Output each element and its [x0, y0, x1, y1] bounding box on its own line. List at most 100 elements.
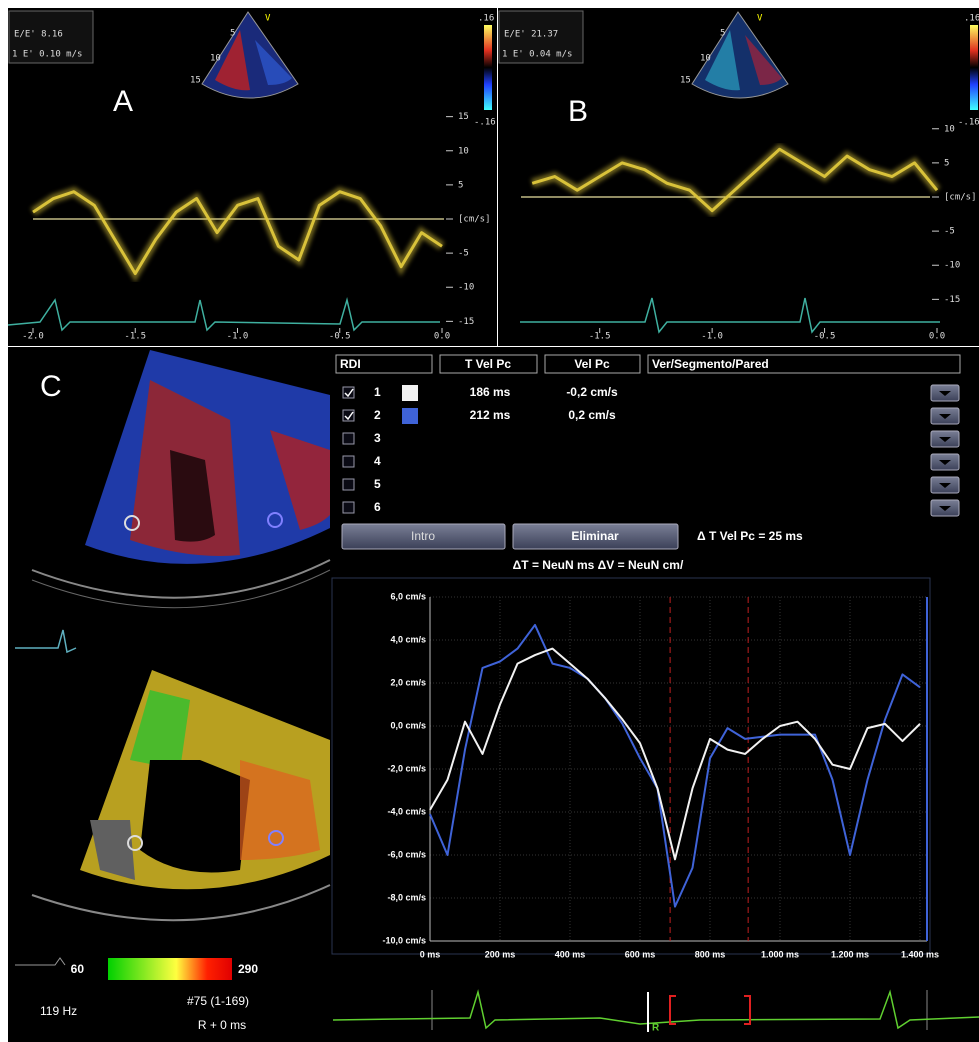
colorbar-min: 60	[71, 962, 85, 976]
button-label[interactable]: Intro	[411, 529, 435, 543]
y-tick-label: -2,0 cm/s	[387, 763, 426, 773]
x-tick-label: -2.0	[22, 332, 44, 342]
y-tick-label: -10	[458, 283, 474, 293]
delta-t: Δ T Vel Pc = 25 ms	[697, 529, 803, 543]
row-id: 5	[374, 477, 381, 491]
scale-bottom: -.16	[958, 118, 979, 128]
x-tick-label: 200 ms	[485, 949, 516, 959]
x-tick-label: -0.5	[814, 332, 836, 342]
row-id: 4	[374, 454, 381, 468]
chart-frame	[331, 577, 931, 955]
y-tick-label: -8,0 cm/s	[387, 892, 426, 902]
frame-rate: 119 Hz	[40, 1004, 77, 1018]
ecg-c	[332, 989, 979, 1032]
row-swatch	[402, 385, 418, 401]
checkbox[interactable]	[342, 501, 355, 514]
dropdown-arrow	[939, 506, 951, 511]
echo-sector-b	[691, 11, 789, 99]
checkmark	[344, 411, 354, 421]
depth: 5	[230, 29, 235, 39]
row-id: 3	[374, 431, 381, 445]
row-id: 1	[374, 385, 381, 399]
doppler-trace	[531, 147, 939, 213]
info-box	[498, 10, 584, 64]
x-tick-label: -0.5	[329, 332, 351, 342]
scale-top: .16	[964, 14, 979, 24]
e-velocity: 1 E' 0.10 m/s	[12, 50, 82, 60]
row-time: 212 ms	[470, 408, 511, 422]
row-id: 6	[374, 500, 381, 514]
depth: 15	[680, 76, 691, 86]
checkbox[interactable]	[342, 455, 355, 468]
doppler-trace	[32, 190, 443, 276]
depth: 10	[700, 54, 711, 64]
x-tick-label: 800 ms	[695, 949, 726, 959]
row-id: 2	[374, 408, 381, 422]
echo-tvi-image	[15, 670, 331, 966]
scale-bottom: -.16	[474, 118, 496, 128]
frame-index: #75 (1-169)	[187, 994, 249, 1008]
column-header: T Vel Pc	[465, 357, 511, 371]
dropdown-arrow	[939, 483, 951, 488]
row-swatch	[402, 408, 418, 424]
y-tick-label: 2,0 cm/s	[390, 677, 426, 687]
x-tick-label: -1.0	[701, 332, 723, 342]
x-tick-label: 600 ms	[625, 949, 656, 959]
column-header: Vel Pc	[574, 357, 610, 371]
y-tick-label: 5	[458, 180, 463, 190]
view-marker: V	[265, 14, 271, 24]
y-tick-label: -10,0 cm/s	[382, 935, 426, 945]
checkbox[interactable]	[342, 386, 355, 399]
depth: 10	[210, 54, 221, 64]
y-tick-label: [cm/s]	[944, 193, 977, 203]
button[interactable]: Intro	[341, 523, 506, 550]
info-box	[8, 10, 94, 64]
y-tick-label: 10	[944, 124, 955, 134]
y-tick-label: [cm/s]	[458, 215, 491, 225]
ecg-b	[520, 297, 940, 334]
e-velocity: 1 E' 0.04 m/s	[502, 50, 572, 60]
color-scale	[484, 25, 492, 110]
row-velocity: 0,2 cm/s	[568, 408, 616, 422]
y-tick-label: 10	[458, 146, 469, 156]
x-tick-label: 400 ms	[555, 949, 586, 959]
x-tick-label: -1.5	[589, 332, 611, 342]
button[interactable]: Eliminar	[512, 523, 679, 550]
y-tick-label: 5	[944, 158, 949, 168]
depth: 5	[720, 29, 725, 39]
velocity-curve	[429, 647, 921, 861]
panel-label: C	[40, 370, 62, 403]
y-tick-label: 6,0 cm/s	[390, 591, 426, 601]
scale-top: .16	[478, 14, 494, 24]
y-tick-label: 15	[458, 112, 469, 122]
x-tick-label: 1.400 ms	[901, 949, 939, 959]
ee-ratio: E/E' 8.16	[14, 30, 63, 40]
row-velocity: -0,2 cm/s	[566, 385, 618, 399]
y-tick-label: -10	[944, 261, 960, 271]
panel-label: B	[568, 95, 588, 128]
y-tick-label: -5	[458, 249, 469, 259]
panel-label: A	[113, 85, 133, 118]
dropdown-arrow	[939, 414, 951, 419]
checkbox[interactable]	[342, 478, 355, 491]
y-tick-label: 4,0 cm/s	[390, 634, 426, 644]
dropdown-arrow	[939, 460, 951, 465]
color-scale	[970, 25, 978, 110]
velocity-curve	[429, 623, 921, 908]
x-tick-label: 0.0	[929, 332, 945, 342]
colorbar	[108, 958, 232, 980]
x-tick-label: 0.0	[434, 332, 450, 342]
y-tick-label: 0,0 cm/s	[390, 720, 426, 730]
colorbar-max: 290	[238, 962, 258, 976]
dropdown-arrow	[939, 391, 951, 396]
checkbox[interactable]	[342, 409, 355, 422]
ee-ratio: E/E' 21.37	[504, 30, 558, 40]
x-tick-label: -1.5	[124, 332, 146, 342]
table-header	[335, 354, 961, 374]
dropdown-arrow	[939, 437, 951, 442]
button-label[interactable]: Eliminar	[571, 529, 619, 543]
x-tick-label: 0 ms	[420, 949, 441, 959]
checkbox[interactable]	[342, 432, 355, 445]
y-tick-label: -15	[944, 295, 960, 305]
